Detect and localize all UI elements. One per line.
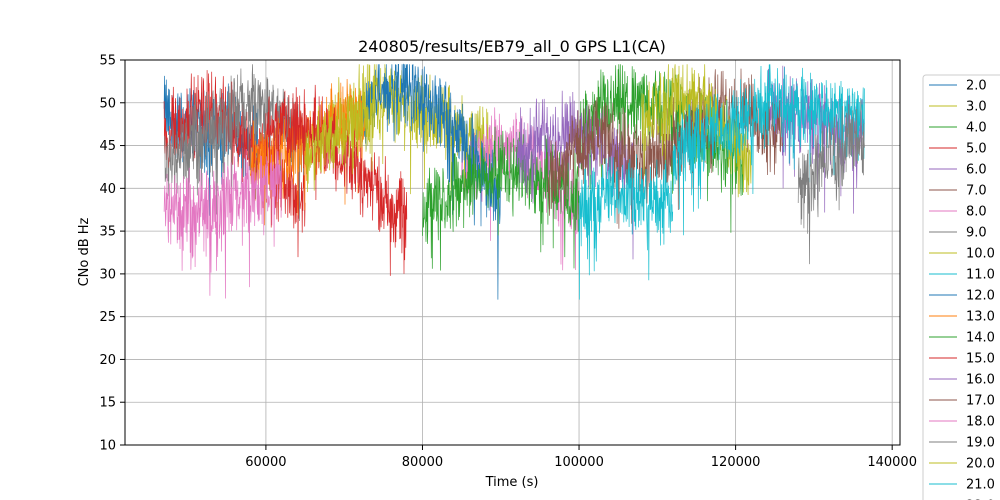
legend-entry: 11.0 <box>966 268 995 283</box>
legend: 2.0 3.0 4.0 5.0 6.0 7.0 8.0 9.0 10.0 11.0 12.0 13.0… <box>922 74 1000 500</box>
series-line-15-0 <box>265 84 408 276</box>
chart-title: 240805/results/EB79_all_0 GPS L1(CA) <box>358 37 666 57</box>
axes-frame <box>124 59 901 446</box>
y-tick-label: 20 <box>99 353 116 368</box>
y-tick-label: 15 <box>99 396 116 411</box>
plot-area: 60000 80000 100000 120000 140000 10 15 20 25 30 35… <box>99 54 917 471</box>
y-axis-label: CNo dB Hz <box>77 217 92 286</box>
legend-entry: 3.0 <box>966 100 987 115</box>
legend-entry: 9.0 <box>966 226 987 241</box>
legend-entry: 2.0 <box>966 79 987 94</box>
x-tick-label: 60000 <box>245 455 286 470</box>
legend-entry: 5.0 <box>966 142 987 157</box>
y-tick-label: 40 <box>99 182 116 197</box>
legend-entry: 12.0 <box>966 289 995 304</box>
legend-entry: 6.0 <box>966 163 987 178</box>
series-line-17-0 <box>547 97 642 229</box>
legend-entry: 20.0 <box>966 457 995 472</box>
x-axis-label: Time (s) <box>485 475 539 490</box>
legend-entry: 22.0 <box>966 499 995 500</box>
legend-entry: 18.0 <box>966 415 995 430</box>
legend-entry: 16.0 <box>966 373 995 388</box>
legend-entry: 17.0 <box>966 394 995 409</box>
series-line-14-0 <box>422 126 580 271</box>
legend-entry: 19.0 <box>966 436 995 451</box>
y-tick-label: 35 <box>99 225 116 240</box>
y-tick-label: 25 <box>99 310 116 325</box>
legend-entry: 14.0 <box>966 331 995 346</box>
x-tick-label: 100000 <box>554 455 604 470</box>
x-tick-label: 140000 <box>867 455 917 470</box>
series-group <box>163 63 865 300</box>
x-tick-label: 120000 <box>711 455 761 470</box>
y-tick-label: 30 <box>99 267 116 282</box>
x-tick-label: 80000 <box>402 455 443 470</box>
y-tick-label: 55 <box>99 54 116 69</box>
legend-entry: 13.0 <box>966 310 995 325</box>
legend-entry: 15.0 <box>966 352 995 367</box>
legend-box <box>922 74 1000 500</box>
series-line-11-0 <box>672 64 865 236</box>
legend-entry: 8.0 <box>966 205 987 220</box>
series-line-18-0 <box>163 148 282 299</box>
series-line-19-0 <box>797 100 865 265</box>
y-tick-label: 50 <box>99 96 116 111</box>
legend-entry: 10.0 <box>966 247 995 262</box>
legend-entry: 21.0 <box>966 478 995 493</box>
legend-entry: 4.0 <box>966 121 987 136</box>
legend-entry: 7.0 <box>966 184 987 199</box>
series-line-21-0 <box>578 154 674 300</box>
y-tick-label: 45 <box>99 139 116 154</box>
y-tick-label: 10 <box>99 439 116 454</box>
series-line-20-0 <box>304 75 376 193</box>
